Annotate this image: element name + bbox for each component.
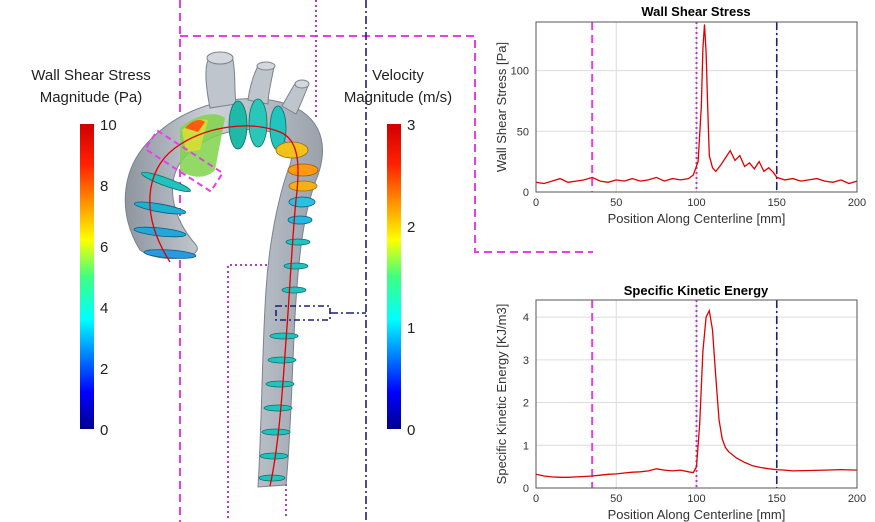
wss-plot-ytick-label: 0 [523, 187, 529, 199]
plane-2 [248, 98, 268, 148]
wss-plot-xlabel: Position Along Centerline [mm] [608, 211, 786, 226]
wss-plot-xtick-label: 200 [848, 197, 866, 209]
plane-4 [275, 141, 309, 159]
ske-plot-ytick-label: 1 [523, 440, 529, 452]
wss-plot-ytick-label: 100 [511, 66, 529, 78]
wss-plot-xtick-label: 100 [687, 197, 705, 209]
plane-11 [281, 286, 307, 294]
aorta-branch-3-cap [294, 79, 310, 89]
wss-plot-xticks: 0 50 100 150 200 [533, 197, 866, 209]
wss-plot-ytick-label: 50 [517, 126, 529, 138]
plane-13 [267, 356, 297, 364]
plane-1 [228, 100, 248, 150]
plane-14 [265, 380, 295, 388]
wss-plot-title: Wall Shear Stress [641, 4, 750, 19]
wss-patch-hot [185, 120, 205, 132]
colorbar-wss-tick: 6 [100, 239, 108, 256]
plane-a4 [143, 249, 197, 259]
colorbar-velocity-title-2: Magnitude (m/s) [344, 89, 452, 106]
colorbar-velocity: Velocity Magnitude (m/s) 3 2 1 0 [344, 67, 452, 439]
colorbar-wss-bar [80, 124, 94, 429]
wss-plot-ylabel: Wall Shear Stress [Pa] [494, 42, 509, 172]
ske-plot-ytick-label: 0 [523, 483, 529, 495]
ske-plot-xticks: 0 50 100 150 200 [533, 493, 866, 505]
ske-plot-xtick-label: 100 [687, 493, 705, 505]
plane-10 [283, 262, 309, 270]
plane-15 [263, 404, 293, 412]
plane-16 [261, 428, 291, 436]
plane-7 [288, 196, 316, 208]
colorbar-wss-tick: 10 [100, 117, 117, 134]
cross-sections [133, 98, 319, 482]
ske-plot-ytick-label: 2 [523, 398, 529, 410]
colorbar-velocity-tick: 1 [407, 320, 415, 337]
colorbar-wss-tick: 8 [100, 178, 108, 195]
colorbar-wss-title-1: Wall Shear Stress [31, 67, 150, 84]
ske-plot-xtick-label: 200 [848, 493, 866, 505]
wss-plot-markers [591, 22, 778, 192]
wss-plot-xtick-label: 0 [533, 197, 539, 209]
plane-9 [285, 238, 311, 246]
ske-plot-xtick-label: 50 [610, 493, 622, 505]
colorbar-wss-tick: 2 [100, 361, 108, 378]
ske-plot-title: Specific Kinetic Energy [624, 283, 769, 298]
guide-violet-elbow [227, 264, 287, 518]
wss-plot-frame [535, 21, 858, 193]
guide-lines [179, 0, 593, 522]
aorta-model [124, 51, 331, 488]
plane-5 [287, 163, 319, 177]
wss-plot: Wall Shear Stress 0 50 100 150 200 0 50 100 Po… [494, 4, 866, 226]
colorbar-wss: Wall Shear Stress Magnitude (Pa) 10 8 6 … [31, 67, 150, 439]
plane-12 [269, 332, 299, 340]
centerline [149, 125, 299, 487]
colorbar-velocity-tick: 2 [407, 219, 415, 236]
colorbar-velocity-tick: 0 [407, 422, 415, 439]
colorbar-wss-tick: 0 [100, 422, 108, 439]
ske-plot-markers [591, 300, 778, 488]
colorbar-velocity-bar [387, 124, 401, 429]
aorta-branch-1-cap [206, 51, 234, 65]
aorta-branch-2-cap [256, 61, 276, 71]
colorbar-velocity-title-1: Velocity [372, 67, 424, 84]
plane-8 [287, 215, 313, 225]
ske-plot-series-line [535, 308, 858, 478]
wss-plot-xtick-label: 50 [610, 197, 622, 209]
ske-plot-frame [535, 299, 858, 489]
plane-6 [288, 180, 318, 192]
highlight-box-navy [275, 305, 331, 321]
colorbar-wss-title-2: Magnitude (Pa) [40, 89, 143, 106]
plane-a2 [133, 201, 187, 215]
wss-plot-xtick-label: 150 [768, 197, 786, 209]
aorta-branch-2 [247, 65, 275, 105]
wss-plot-yticks: 0 50 100 [511, 66, 529, 199]
ske-plot-xlabel: Position Along Centerline [mm] [608, 507, 786, 522]
plane-17 [259, 452, 289, 460]
wss-plot-series-line [535, 24, 858, 185]
ske-plot-ytick-label: 3 [523, 355, 529, 367]
ske-plot-yticks: 0 1 2 3 4 [523, 312, 529, 495]
ske-plot-ytick-label: 4 [523, 312, 529, 324]
ske-plot-xtick-label: 0 [533, 493, 539, 505]
colorbar-velocity-tick: 3 [407, 117, 415, 134]
ske-plot: Specific Kinetic Energy 0 50 100 150 200 0 1 2… [494, 283, 866, 522]
ske-plot-ylabel: Specific Kinetic Energy [KJ/m3] [494, 304, 509, 485]
plane-a3 [133, 226, 187, 238]
colorbar-wss-tick: 4 [100, 300, 108, 317]
ske-plot-xtick-label: 150 [768, 493, 786, 505]
guide-magenta-elbow [180, 35, 593, 253]
